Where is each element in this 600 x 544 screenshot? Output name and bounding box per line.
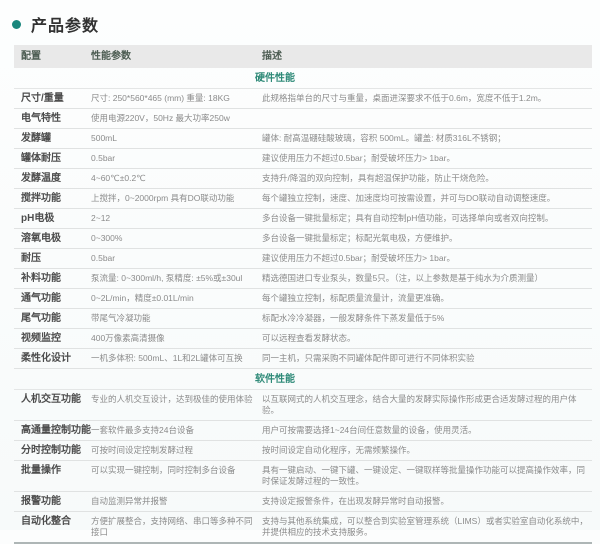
config-cell: 罐体耐压 [14, 148, 91, 169]
table-row: 报警功能 自动监测异常并报警 支持设定报警条件，在出现发酵异常时自动报警。 [14, 491, 592, 512]
table-row: 人机交互功能 专业的人机交互设计，达到极佳的使用体验 以互联网式的人机交互理念，结合… [14, 389, 592, 421]
config-cell: 报警功能 [14, 491, 91, 512]
param-cell: 使用电源220V，50Hz 最大功率250w [91, 108, 262, 129]
table-row: 搅拌功能 上搅拌，0~2000rpm 具有DO联动功能 每个罐独立控制，速度、加速度… [14, 188, 592, 209]
config-cell: 电气特性 [14, 108, 91, 129]
param-cell: 0.5bar [91, 248, 262, 269]
config-cell: pH电极 [14, 208, 91, 229]
table-row: 分时控制功能 可按时间设定控制发酵过程 按时间设定自动化程序，无需频繁操作。 [14, 440, 592, 461]
spec-table-container: 配置 性能参数 描述 硬件性能 尺寸/重量 尺寸: 250*560*465 (mm)… [14, 45, 592, 544]
desc-cell [262, 108, 592, 129]
table-row: 补料功能 泵流量: 0~300ml/h, 泵精度: ±5%或±30ul 精选德国进口… [14, 268, 592, 289]
param-cell: 0.5bar [91, 148, 262, 169]
config-cell: 发酵罐 [14, 128, 91, 149]
desc-cell: 精选德国进口专业泵头，数量5只。（注，以上参数是基于纯水为介质测量） [262, 268, 592, 289]
spec-table-body: 硬件性能 尺寸/重量 尺寸: 250*560*465 (mm) 重量: 18KG 此规… [14, 68, 592, 544]
config-cell: 发酵温度 [14, 168, 91, 189]
desc-cell: 可以远程查看发酵状态。 [262, 328, 592, 349]
desc-cell: 支持与其他系统集成，可以整合到实验室管理系统（LIMS）或者实验室自动化系统中，… [262, 511, 592, 544]
config-cell: 柔性化设计 [14, 348, 91, 369]
table-row: 批量操作 可以实现一键控制，同时控制多台设备 具有一键启动、一键下罐、一键设定、一键… [14, 460, 592, 492]
desc-cell: 多台设备一键批量标定；具有自动控制pH值功能，可选择单向或者双向控制。 [262, 208, 592, 229]
desc-cell: 建议使用压力不超过0.5bar；耐受破坏压力> 1bar。 [262, 148, 592, 169]
param-cell: 可按时间设定控制发酵过程 [91, 440, 262, 461]
table-row: 发酵温度 4~60℃±0.2℃ 支持升/降温的双向控制，具有超温保护功能，防止干烧危… [14, 168, 592, 189]
config-cell: 耐压 [14, 248, 91, 269]
table-row: 视频监控 400万像素高清摄像 可以远程查看发酵状态。 [14, 328, 592, 349]
config-cell: 分时控制功能 [14, 440, 91, 461]
param-cell: 500mL [91, 128, 262, 149]
table-row: 尾气功能 带尾气冷凝功能 标配水冷冷凝器，一般发酵条件下蒸发量低于5% [14, 308, 592, 329]
table-row: 发酵罐 500mL 罐体: 耐高温硼硅酸玻璃，容积 500mL。罐盖: 材质316L… [14, 128, 592, 149]
table-row: 自动化整合 方便扩展整合，支持网络、串口等多种不同接口 支持与其他系统集成，可以整合… [14, 511, 592, 544]
desc-cell: 用户可按需要选择1~24台间任意数量的设备，使用灵活。 [262, 420, 592, 441]
table-row: 耐压 0.5bar 建议使用压力不超过0.5bar；耐受破坏压力> 1bar。 [14, 248, 592, 269]
section-label: 软件性能 [14, 368, 592, 390]
column-header-config: 配置 [14, 45, 91, 68]
config-cell: 通气功能 [14, 288, 91, 309]
desc-cell: 此规格指单台的尺寸与重量，桌面进深要求不低于0.6m，宽度不低于1.2m。 [262, 88, 592, 109]
bullet-icon [12, 19, 21, 29]
section-row: 硬件性能 [14, 68, 592, 89]
table-row: pH电极 2~12 多台设备一键批量标定；具有自动控制pH值功能，可选择单向或者双向… [14, 208, 592, 229]
param-cell: 泵流量: 0~300ml/h, 泵精度: ±5%或±30ul [91, 268, 262, 289]
param-cell: 4~60℃±0.2℃ [91, 168, 262, 189]
table-row: 高通量控制功能 一套软件最多支持24台设备 用户可按需要选择1~24台间任意数量的设… [14, 420, 592, 441]
desc-cell: 按时间设定自动化程序，无需频繁操作。 [262, 440, 592, 461]
param-cell: 专业的人机交互设计，达到极佳的使用体验 [91, 389, 262, 421]
table-row: 电气特性 使用电源220V，50Hz 最大功率250w [14, 108, 592, 129]
param-cell: 上搅拌，0~2000rpm 具有DO联动功能 [91, 188, 262, 209]
spec-table: 配置 性能参数 描述 硬件性能 尺寸/重量 尺寸: 250*560*465 (mm)… [14, 45, 592, 544]
param-cell: 可以实现一键控制，同时控制多台设备 [91, 460, 262, 492]
page-title-row: 产品参数 [0, 0, 600, 37]
desc-cell: 罐体: 耐高温硼硅酸玻璃，容积 500mL。罐盖: 材质316L不锈钢； [262, 128, 592, 149]
config-cell: 尺寸/重量 [14, 88, 91, 109]
config-cell: 溶氧电极 [14, 228, 91, 249]
config-cell: 补料功能 [14, 268, 91, 289]
param-cell: 带尾气冷凝功能 [91, 308, 262, 329]
desc-cell: 每个罐独立控制，速度、加速度均可按需设置，并可与DO联动自动调整速度。 [262, 188, 592, 209]
table-row: 柔性化设计 一机多体积: 500mL、1L和2L罐体可互换 同一主机，只需采购不同罐… [14, 348, 592, 369]
param-cell: 一套软件最多支持24台设备 [91, 420, 262, 441]
desc-cell: 建议使用压力不超过0.5bar；耐受破坏压力> 1bar。 [262, 248, 592, 269]
column-header-param: 性能参数 [91, 45, 262, 68]
config-cell: 批量操作 [14, 460, 91, 492]
table-row: 溶氧电极 0~300% 多台设备一键批量标定；标配光氧电极，方便维护。 [14, 228, 592, 249]
desc-cell: 多台设备一键批量标定；标配光氧电极，方便维护。 [262, 228, 592, 249]
param-cell: 0~2L/min，精度±0.01L/min [91, 288, 262, 309]
page-title: 产品参数 [31, 18, 100, 35]
desc-cell: 以互联网式的人机交互理念，结合大量的发酵实际操作形成更合适发酵过程的用户体验。 [262, 389, 592, 421]
param-cell: 自动监测异常并报警 [91, 491, 262, 512]
param-cell: 400万像素高清摄像 [91, 328, 262, 349]
table-row: 通气功能 0~2L/min，精度±0.01L/min 每个罐独立控制，标配质量流量计… [14, 288, 592, 309]
table-row: 罐体耐压 0.5bar 建议使用压力不超过0.5bar；耐受破坏压力> 1bar。 [14, 148, 592, 169]
param-cell: 一机多体积: 500mL、1L和2L罐体可互换 [91, 348, 262, 369]
table-header-row: 配置 性能参数 描述 [14, 45, 592, 68]
config-cell: 视频监控 [14, 328, 91, 349]
desc-cell: 支持设定报警条件，在出现发酵异常时自动报警。 [262, 491, 592, 512]
desc-cell: 具有一键启动、一键下罐、一键设定、一键取样等批量操作功能可以提高操作效率，同时保… [262, 460, 592, 492]
desc-cell: 支持升/降温的双向控制，具有超温保护功能，防止干烧危险。 [262, 168, 592, 189]
config-cell: 人机交互功能 [14, 389, 91, 421]
param-cell: 方便扩展整合，支持网络、串口等多种不同接口 [91, 511, 262, 544]
config-cell: 尾气功能 [14, 308, 91, 329]
section-label: 硬件性能 [14, 68, 592, 89]
desc-cell: 每个罐独立控制，标配质量流量计，流量更准确。 [262, 288, 592, 309]
section-row: 软件性能 [14, 368, 592, 390]
table-row: 尺寸/重量 尺寸: 250*560*465 (mm) 重量: 18KG 此规格指单台… [14, 88, 592, 109]
config-cell: 自动化整合 [14, 511, 91, 544]
param-cell: 0~300% [91, 228, 262, 249]
desc-cell: 同一主机，只需采购不同罐体配件即可进行不同体积实验 [262, 348, 592, 369]
param-cell: 2~12 [91, 208, 262, 229]
param-cell: 尺寸: 250*560*465 (mm) 重量: 18KG [91, 88, 262, 109]
column-header-desc: 描述 [262, 45, 592, 68]
config-cell: 高通量控制功能 [14, 420, 91, 441]
config-cell: 搅拌功能 [14, 188, 91, 209]
desc-cell: 标配水冷冷凝器，一般发酵条件下蒸发量低于5% [262, 308, 592, 329]
